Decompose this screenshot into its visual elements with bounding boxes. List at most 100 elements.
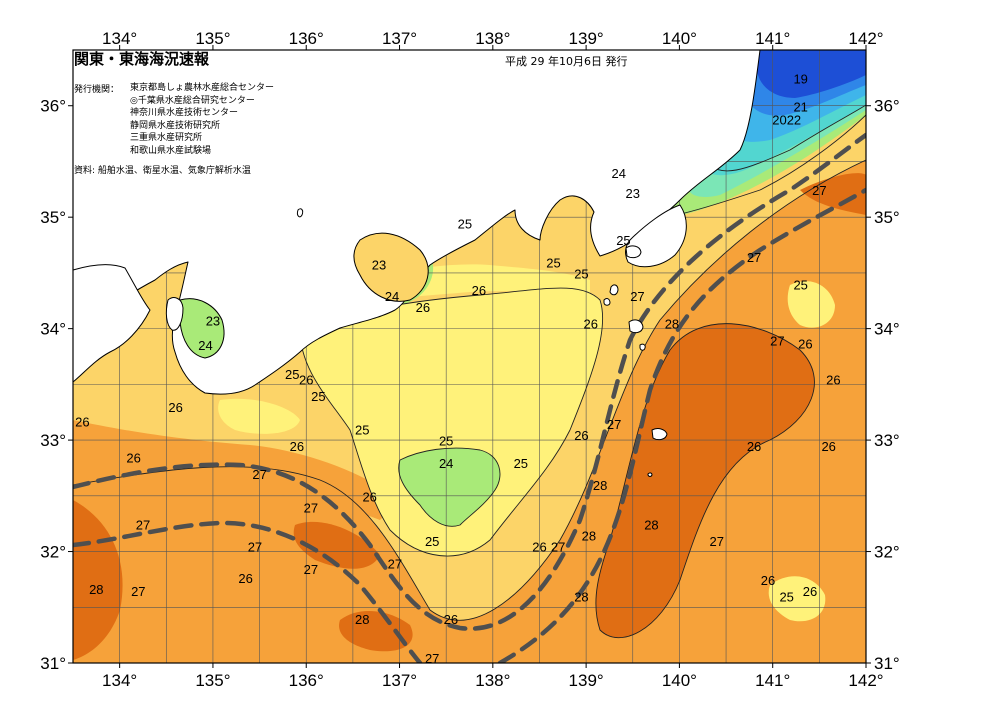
temperature-label: 27 bbox=[304, 501, 318, 516]
longitude-tick-label: 141° bbox=[755, 29, 790, 48]
land-izu-oshima bbox=[625, 245, 642, 259]
temperature-label: 26 bbox=[472, 283, 486, 298]
temperature-label: 25 bbox=[793, 278, 807, 293]
temperature-label: 26 bbox=[299, 372, 313, 387]
temperature-label: 27 bbox=[425, 651, 439, 666]
land-aogashima bbox=[647, 472, 653, 477]
temperature-label: 25 bbox=[458, 216, 472, 231]
temperature-label: 26 bbox=[75, 415, 89, 430]
kuroshio-path-east bbox=[497, 187, 866, 663]
temperature-label: 25 bbox=[285, 367, 299, 382]
longitude-tick-label: 137° bbox=[382, 671, 417, 690]
temperature-label: 28 bbox=[355, 612, 369, 627]
cool-water-25-west bbox=[218, 398, 300, 434]
land-shikoku bbox=[72, 264, 151, 383]
temperature-label: 25 bbox=[616, 233, 630, 248]
issuer-item: 静岡県水産技術研究所 bbox=[130, 120, 221, 131]
temperature-label: 28 bbox=[582, 528, 596, 543]
warm-water-27-west bbox=[73, 420, 400, 520]
temperature-label: 24 bbox=[198, 338, 212, 353]
temperature-label: 26 bbox=[238, 571, 252, 586]
longitude-tick-label: 137° bbox=[382, 29, 417, 48]
longitude-tick-label: 139° bbox=[569, 29, 604, 48]
longitude-tick-label: 142° bbox=[848, 29, 883, 48]
land-kozushima bbox=[603, 298, 611, 306]
temperature-label: 27 bbox=[131, 584, 145, 599]
latitude-tick-label: 32° bbox=[40, 543, 66, 562]
temperature-label: 25 bbox=[355, 423, 369, 438]
temperature-label: 27 bbox=[770, 333, 784, 348]
temperature-label: 25 bbox=[546, 255, 560, 270]
longitude-tick-label: 136° bbox=[289, 671, 324, 690]
latitude-tick-label: 34° bbox=[40, 320, 66, 339]
cool-water-24 bbox=[398, 448, 500, 527]
temperature-label: 26 bbox=[126, 450, 140, 465]
temperature-label: 27 bbox=[304, 562, 318, 577]
temperature-label: 27 bbox=[551, 540, 565, 555]
temperature-label: 25 bbox=[425, 534, 439, 549]
temperature-label: 27 bbox=[248, 540, 262, 555]
map-frame bbox=[72, 49, 867, 664]
temperature-label: 27 bbox=[136, 517, 150, 532]
land-awaji bbox=[165, 297, 184, 331]
longitude-tick-label: 135° bbox=[195, 29, 230, 48]
temperature-label: 26 bbox=[444, 612, 458, 627]
temperature-label: 25 bbox=[779, 590, 793, 605]
temperature-label: 27 bbox=[630, 289, 644, 304]
temperature-label: 28 bbox=[89, 582, 103, 597]
latitude-tick-label: 35° bbox=[40, 208, 66, 227]
longitude-tick-label: 138° bbox=[475, 29, 510, 48]
temperature-label: 24 bbox=[612, 166, 626, 181]
isotherm-25 bbox=[299, 287, 604, 557]
temperature-label: 27 bbox=[388, 556, 402, 571]
temperature-label: 25 bbox=[311, 389, 325, 404]
issuer-item: 神奈川県水産技術センター bbox=[130, 108, 239, 119]
longitude-tick-label: 135° bbox=[195, 671, 230, 690]
temperature-label: 26 bbox=[168, 400, 182, 415]
temperature-label: 27 bbox=[607, 417, 621, 432]
longitude-tick-label: 140° bbox=[662, 29, 697, 48]
temperature-label: 2022 bbox=[772, 113, 801, 128]
latitude-tick-label: 31° bbox=[40, 654, 66, 673]
temperature-label: 23 bbox=[626, 186, 640, 201]
issuer-item: ◎千葉県水産総合研究センター bbox=[130, 95, 255, 106]
land-osaka-bay bbox=[179, 298, 225, 359]
temperature-label: 28 bbox=[593, 478, 607, 493]
hot-water-28-east bbox=[800, 173, 866, 215]
temperature-label: 23 bbox=[372, 258, 386, 273]
report-title: 関東・東海海況速報 bbox=[74, 50, 210, 68]
temperature-label: 26 bbox=[761, 573, 775, 588]
isotherm-lines bbox=[73, 104, 866, 639]
cool-water-25-east bbox=[787, 281, 835, 328]
isotherm-cold-22 bbox=[704, 104, 866, 172]
temperature-label: 25 bbox=[439, 434, 453, 449]
longitude-labels-bottom: 134° 135° 136° 137° 138° 139° 140° 141° 142° bbox=[102, 671, 884, 690]
longitude-tick-label: 139° bbox=[569, 671, 604, 690]
latitude-tick-label: 33° bbox=[40, 431, 66, 450]
latitude-tick-label: 32° bbox=[874, 543, 900, 562]
temperature-label: 26 bbox=[290, 439, 304, 454]
issuer-item: 和歌山県水産試験場 bbox=[130, 145, 212, 156]
temperature-label: 27 bbox=[252, 467, 266, 482]
temperature-label: 26 bbox=[826, 372, 840, 387]
issuer-label: 発行機関： bbox=[74, 85, 120, 95]
land-areas bbox=[72, 49, 761, 477]
longitude-tick-label: 140° bbox=[662, 671, 697, 690]
land-sado-small bbox=[297, 208, 304, 218]
land-miyakejima bbox=[628, 319, 644, 334]
longitude-tick-label: 138° bbox=[475, 671, 510, 690]
isotherm-28 bbox=[595, 323, 815, 639]
hot-water-28-mid bbox=[293, 521, 380, 569]
temperature-label: 27 bbox=[812, 183, 826, 198]
issue-date: 平成 29 年10月6日 発行 bbox=[505, 55, 628, 68]
data-source: 資料: 船舶水温、衛星水温、気象庁解析水温 bbox=[74, 166, 251, 176]
latitude-tick-label: 36° bbox=[874, 97, 900, 116]
issuer-item: 東京都島しょ農林水産総合センター bbox=[130, 83, 275, 93]
land-niijima bbox=[609, 284, 619, 296]
temperature-label: 21 bbox=[793, 99, 807, 114]
temperature-label: 28 bbox=[574, 590, 588, 605]
longitude-labels-top: 134° 135° 136° 137° 138° 139° 140° 141° 142° bbox=[102, 29, 884, 668]
land-hachijojima bbox=[651, 428, 668, 441]
